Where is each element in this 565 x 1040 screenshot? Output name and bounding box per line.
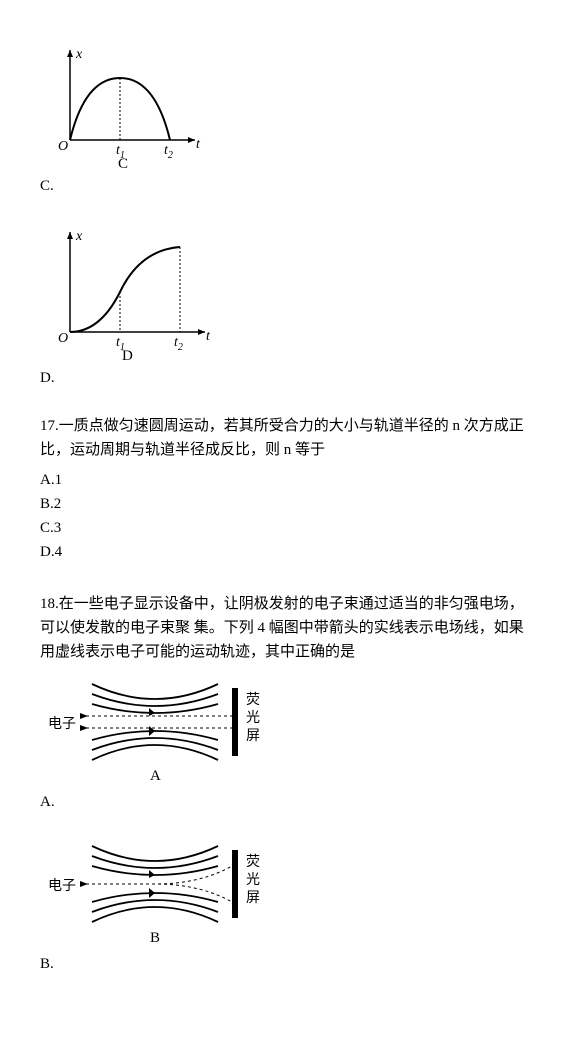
graph-c-x-label: t — [196, 137, 201, 152]
option-d-label: D. — [40, 366, 525, 390]
svg-text:光: 光 — [246, 710, 260, 726]
graph-d-svg: x O t1 t2 t D — [40, 222, 215, 362]
q18-figure-a: 电子 荧 光 屏 A — [40, 676, 525, 786]
svg-text:荧: 荧 — [246, 691, 260, 708]
q18b-figure-label: B — [150, 930, 160, 946]
q18-option-a-label: A. — [40, 790, 525, 814]
svg-text:t2: t2 — [164, 143, 173, 161]
option-c-label: C. — [40, 174, 525, 198]
graph-d-x-label: t — [206, 329, 211, 344]
graph-d-y-label: x — [75, 229, 83, 244]
graph-c-y-label: x — [75, 47, 83, 62]
graph-d-container: x O t1 t2 t D — [40, 222, 525, 362]
q18-figure-a-svg: 电子 荧 光 屏 A — [40, 676, 280, 786]
q18-figure-b-svg: 电子 荧 光 屏 B — [40, 838, 280, 948]
graph-c-svg: x O t1 t2 t C — [40, 40, 205, 170]
q18-figure-b: 电子 荧 光 屏 B — [40, 838, 525, 948]
svg-text:t2: t2 — [174, 335, 183, 353]
question-18-text: 18.在一些电子显示设备中，让阴极发射的电子束通过适当的非匀强电场，可以使发散的… — [40, 592, 525, 664]
graph-d-figure-label: D — [122, 348, 133, 362]
q18-option-b-label: B. — [40, 952, 525, 976]
q17-option-a: A.1 — [40, 468, 525, 492]
graph-c-container: x O t1 t2 t C — [40, 40, 525, 170]
q18b-left-label: 电子 — [48, 878, 76, 894]
q17-option-d: D.4 — [40, 540, 525, 564]
q17-option-c: C.3 — [40, 516, 525, 540]
graph-d-origin: O — [58, 331, 68, 346]
svg-text:屏: 屏 — [246, 891, 260, 906]
q17-option-b: B.2 — [40, 492, 525, 516]
graph-c-origin: O — [58, 139, 68, 154]
svg-text:屏: 屏 — [246, 729, 260, 744]
question-17-text: 17.一质点做匀速圆周运动，若其所受合力的大小与轨道半径的 n 次方成正比，运动… — [40, 414, 525, 462]
q18a-figure-label: A — [150, 768, 161, 784]
q18a-left-label: 电子 — [48, 716, 76, 732]
graph-c-figure-label: C — [118, 156, 128, 170]
svg-text:光: 光 — [246, 872, 260, 888]
svg-text:荧: 荧 — [246, 853, 260, 870]
